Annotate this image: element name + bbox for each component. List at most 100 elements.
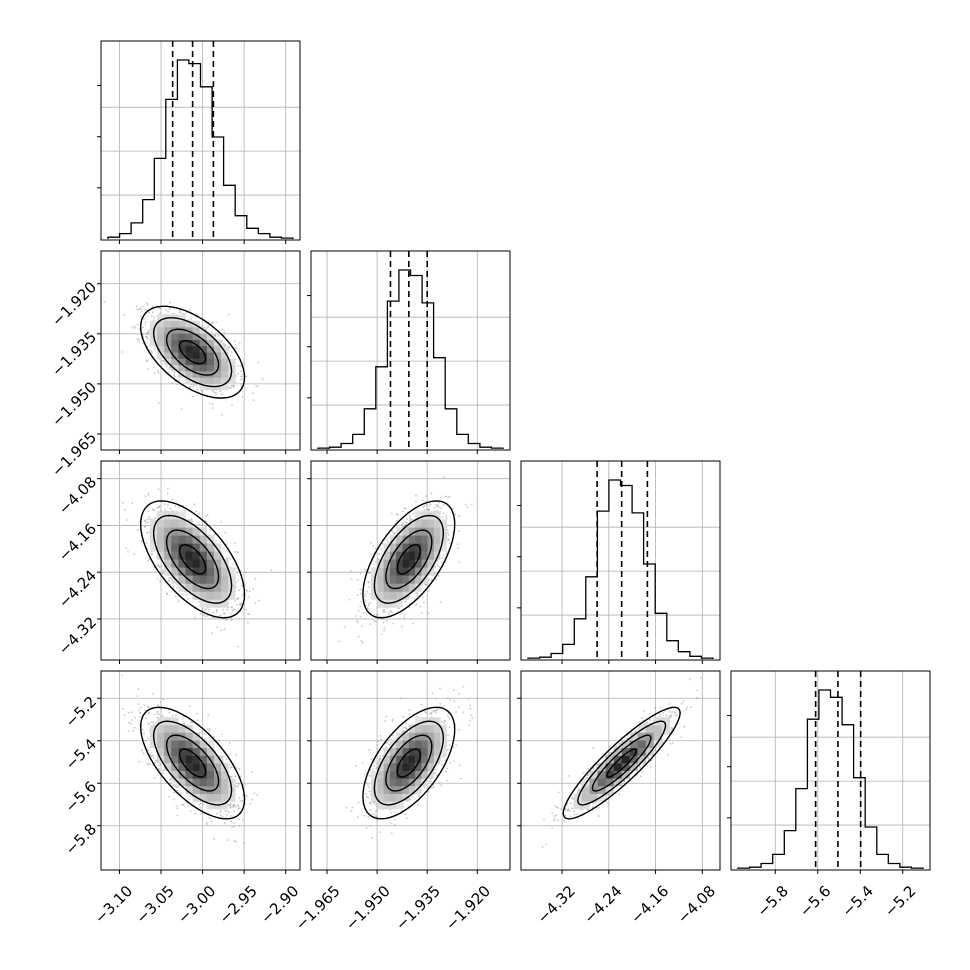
scatter-point bbox=[206, 513, 209, 516]
scatter-point bbox=[231, 609, 234, 612]
density-block bbox=[408, 559, 416, 568]
scatter-point bbox=[215, 393, 218, 396]
density-block bbox=[185, 345, 193, 353]
scatter-point bbox=[169, 508, 172, 510]
scatter-point bbox=[374, 547, 377, 550]
scatter-point bbox=[438, 501, 440, 504]
scatter-point bbox=[147, 518, 149, 521]
density-block bbox=[402, 591, 410, 600]
density-block bbox=[149, 543, 158, 552]
scatter-point bbox=[367, 603, 370, 605]
density-block bbox=[214, 371, 222, 378]
scatter-point bbox=[222, 608, 225, 611]
scatter-point bbox=[247, 596, 250, 599]
density-block bbox=[192, 327, 200, 334]
density-block bbox=[178, 327, 186, 334]
scatter-point bbox=[257, 599, 260, 602]
scatter-point bbox=[241, 584, 244, 587]
density-block bbox=[371, 567, 378, 576]
density-block bbox=[178, 314, 186, 321]
contour-level-1 bbox=[165, 529, 220, 590]
scatter-point bbox=[212, 390, 214, 392]
density-block bbox=[221, 352, 229, 359]
density-block bbox=[178, 333, 186, 340]
scatter-point bbox=[412, 512, 415, 515]
density-block bbox=[377, 567, 384, 576]
scatter-point bbox=[386, 619, 388, 622]
scatter-point bbox=[403, 616, 406, 619]
scatter-point bbox=[131, 326, 134, 329]
density-block bbox=[192, 551, 200, 560]
scatter-point bbox=[156, 578, 159, 580]
scatter-point bbox=[383, 626, 386, 629]
density-block bbox=[396, 535, 403, 544]
scatter-point bbox=[158, 764, 160, 767]
density-block bbox=[178, 364, 186, 372]
density-block bbox=[178, 567, 186, 576]
scatter-point bbox=[356, 578, 359, 581]
contour-level-2 bbox=[373, 514, 445, 604]
scatter-point bbox=[153, 509, 156, 512]
density-block bbox=[389, 559, 397, 568]
scatter-point bbox=[223, 628, 226, 631]
scatter-point bbox=[458, 561, 460, 563]
scatter-point bbox=[171, 498, 174, 501]
density-block bbox=[214, 551, 222, 560]
scatter-point bbox=[240, 602, 243, 605]
scatter-point bbox=[338, 640, 341, 643]
density-block bbox=[408, 551, 416, 560]
density-block bbox=[383, 591, 391, 600]
scatter-point bbox=[428, 505, 431, 507]
density-block bbox=[199, 575, 208, 584]
scatter-point bbox=[143, 317, 145, 320]
scatter-point bbox=[392, 622, 394, 625]
scatter-point bbox=[160, 776, 163, 779]
density-block bbox=[228, 575, 236, 584]
density-block bbox=[389, 575, 397, 584]
density-block bbox=[171, 358, 179, 366]
scatter-point bbox=[121, 502, 124, 504]
scatter-point bbox=[136, 323, 139, 326]
density-block bbox=[440, 519, 447, 528]
scatter-point bbox=[151, 315, 153, 317]
density-block bbox=[389, 583, 397, 592]
scatter-point bbox=[127, 551, 129, 553]
density-block bbox=[415, 543, 422, 552]
scatter-point bbox=[240, 370, 243, 373]
panel-1-0 bbox=[97, 250, 301, 454]
density-block bbox=[199, 559, 208, 568]
density-block bbox=[427, 527, 435, 536]
scatter-point bbox=[438, 506, 440, 508]
scatter-point bbox=[435, 504, 437, 506]
density-block bbox=[421, 519, 428, 528]
scatter-point bbox=[174, 595, 177, 598]
scatter-point bbox=[363, 569, 366, 571]
histogram-0 bbox=[107, 59, 294, 239]
scatter-point bbox=[215, 540, 217, 543]
density-block bbox=[185, 358, 193, 366]
scatter-point bbox=[357, 609, 360, 612]
scatter-point bbox=[178, 599, 180, 601]
density-block bbox=[377, 559, 384, 568]
scatter-point bbox=[144, 335, 147, 338]
scatter-point bbox=[176, 584, 179, 586]
density-block bbox=[178, 352, 186, 359]
density-block bbox=[221, 559, 229, 568]
density-block bbox=[221, 583, 229, 592]
density-block bbox=[149, 519, 158, 528]
scatter-point bbox=[147, 510, 150, 513]
scatter-point bbox=[146, 333, 149, 336]
density-block bbox=[402, 567, 410, 576]
density-block bbox=[440, 543, 447, 552]
scatter-point bbox=[208, 728, 211, 731]
scatter-point bbox=[147, 303, 149, 306]
scatter-point bbox=[439, 601, 442, 603]
scatter-point bbox=[382, 609, 385, 611]
scatter-point bbox=[183, 313, 185, 315]
density-block bbox=[185, 333, 193, 340]
scatter-point bbox=[172, 312, 175, 315]
density-block bbox=[221, 575, 229, 584]
scatter-point bbox=[241, 594, 244, 597]
scatter-point bbox=[178, 310, 181, 312]
scatter-point bbox=[164, 508, 167, 511]
